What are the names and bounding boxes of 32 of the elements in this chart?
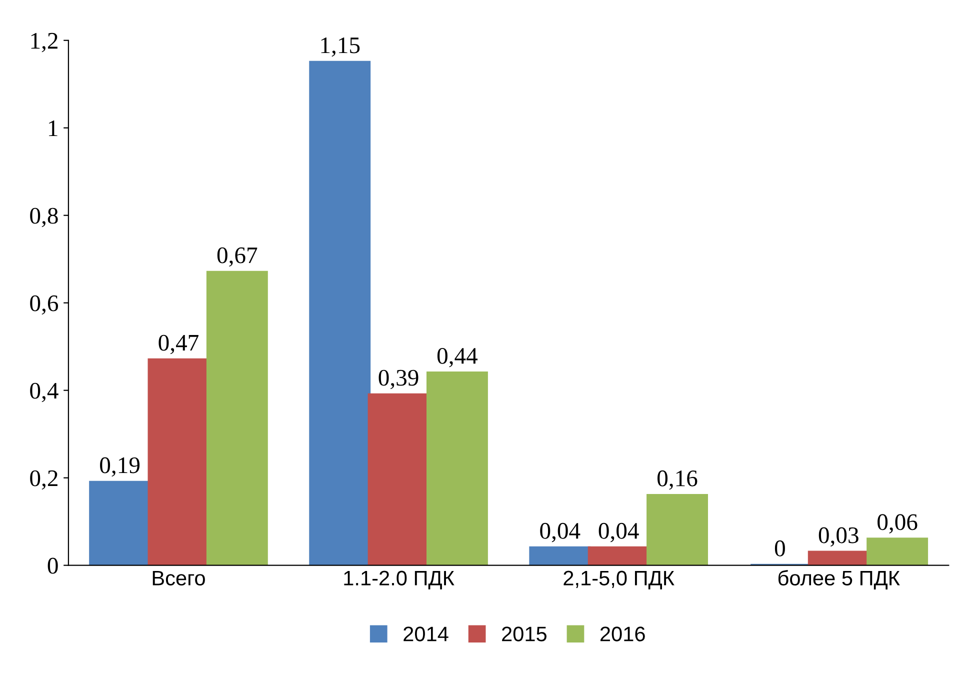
- data-label: 0,39: [378, 370, 418, 390]
- data-label: 0,04: [540, 522, 580, 542]
- y-tick-label: 0: [48, 558, 58, 574]
- x-tick-label: Всего: [152, 570, 205, 586]
- data-label: 0,67: [217, 247, 258, 267]
- bar: [309, 60, 371, 566]
- data-label: 0,44: [437, 348, 478, 368]
- data-label: 0,19: [100, 457, 140, 477]
- y-tick-label: 0,6: [30, 295, 58, 315]
- data-label: 1,15: [321, 37, 360, 57]
- x-tick-label: 1.1-2.0 ПДК: [344, 570, 454, 590]
- data-label: 0,06: [878, 514, 918, 534]
- bar: [426, 371, 488, 566]
- data-label: 0,16: [658, 470, 698, 490]
- legend-label: 2015: [502, 626, 546, 642]
- data-label: 0: [774, 540, 785, 556]
- bar: [866, 538, 928, 566]
- y-tick-label: 1,2: [31, 32, 58, 52]
- data-label: 0,03: [818, 527, 858, 547]
- y-tick-label: 1: [49, 120, 58, 136]
- x-tick-label: 2,1-5,0 ПДК: [564, 570, 674, 590]
- data-label: 0,04: [598, 522, 639, 542]
- y-tick-label: 0,4: [30, 382, 58, 402]
- legend-label: 2014: [404, 626, 448, 642]
- bar: [206, 270, 268, 566]
- x-tick-label: более 5 ПДК: [778, 570, 900, 590]
- legend-label: 2016: [600, 626, 645, 642]
- y-tick-label: 0,2: [30, 470, 58, 490]
- data-label: 0,47: [158, 334, 198, 354]
- bar: [529, 546, 591, 566]
- bar: [646, 494, 708, 566]
- y-tick-label: 0,8: [30, 208, 58, 228]
